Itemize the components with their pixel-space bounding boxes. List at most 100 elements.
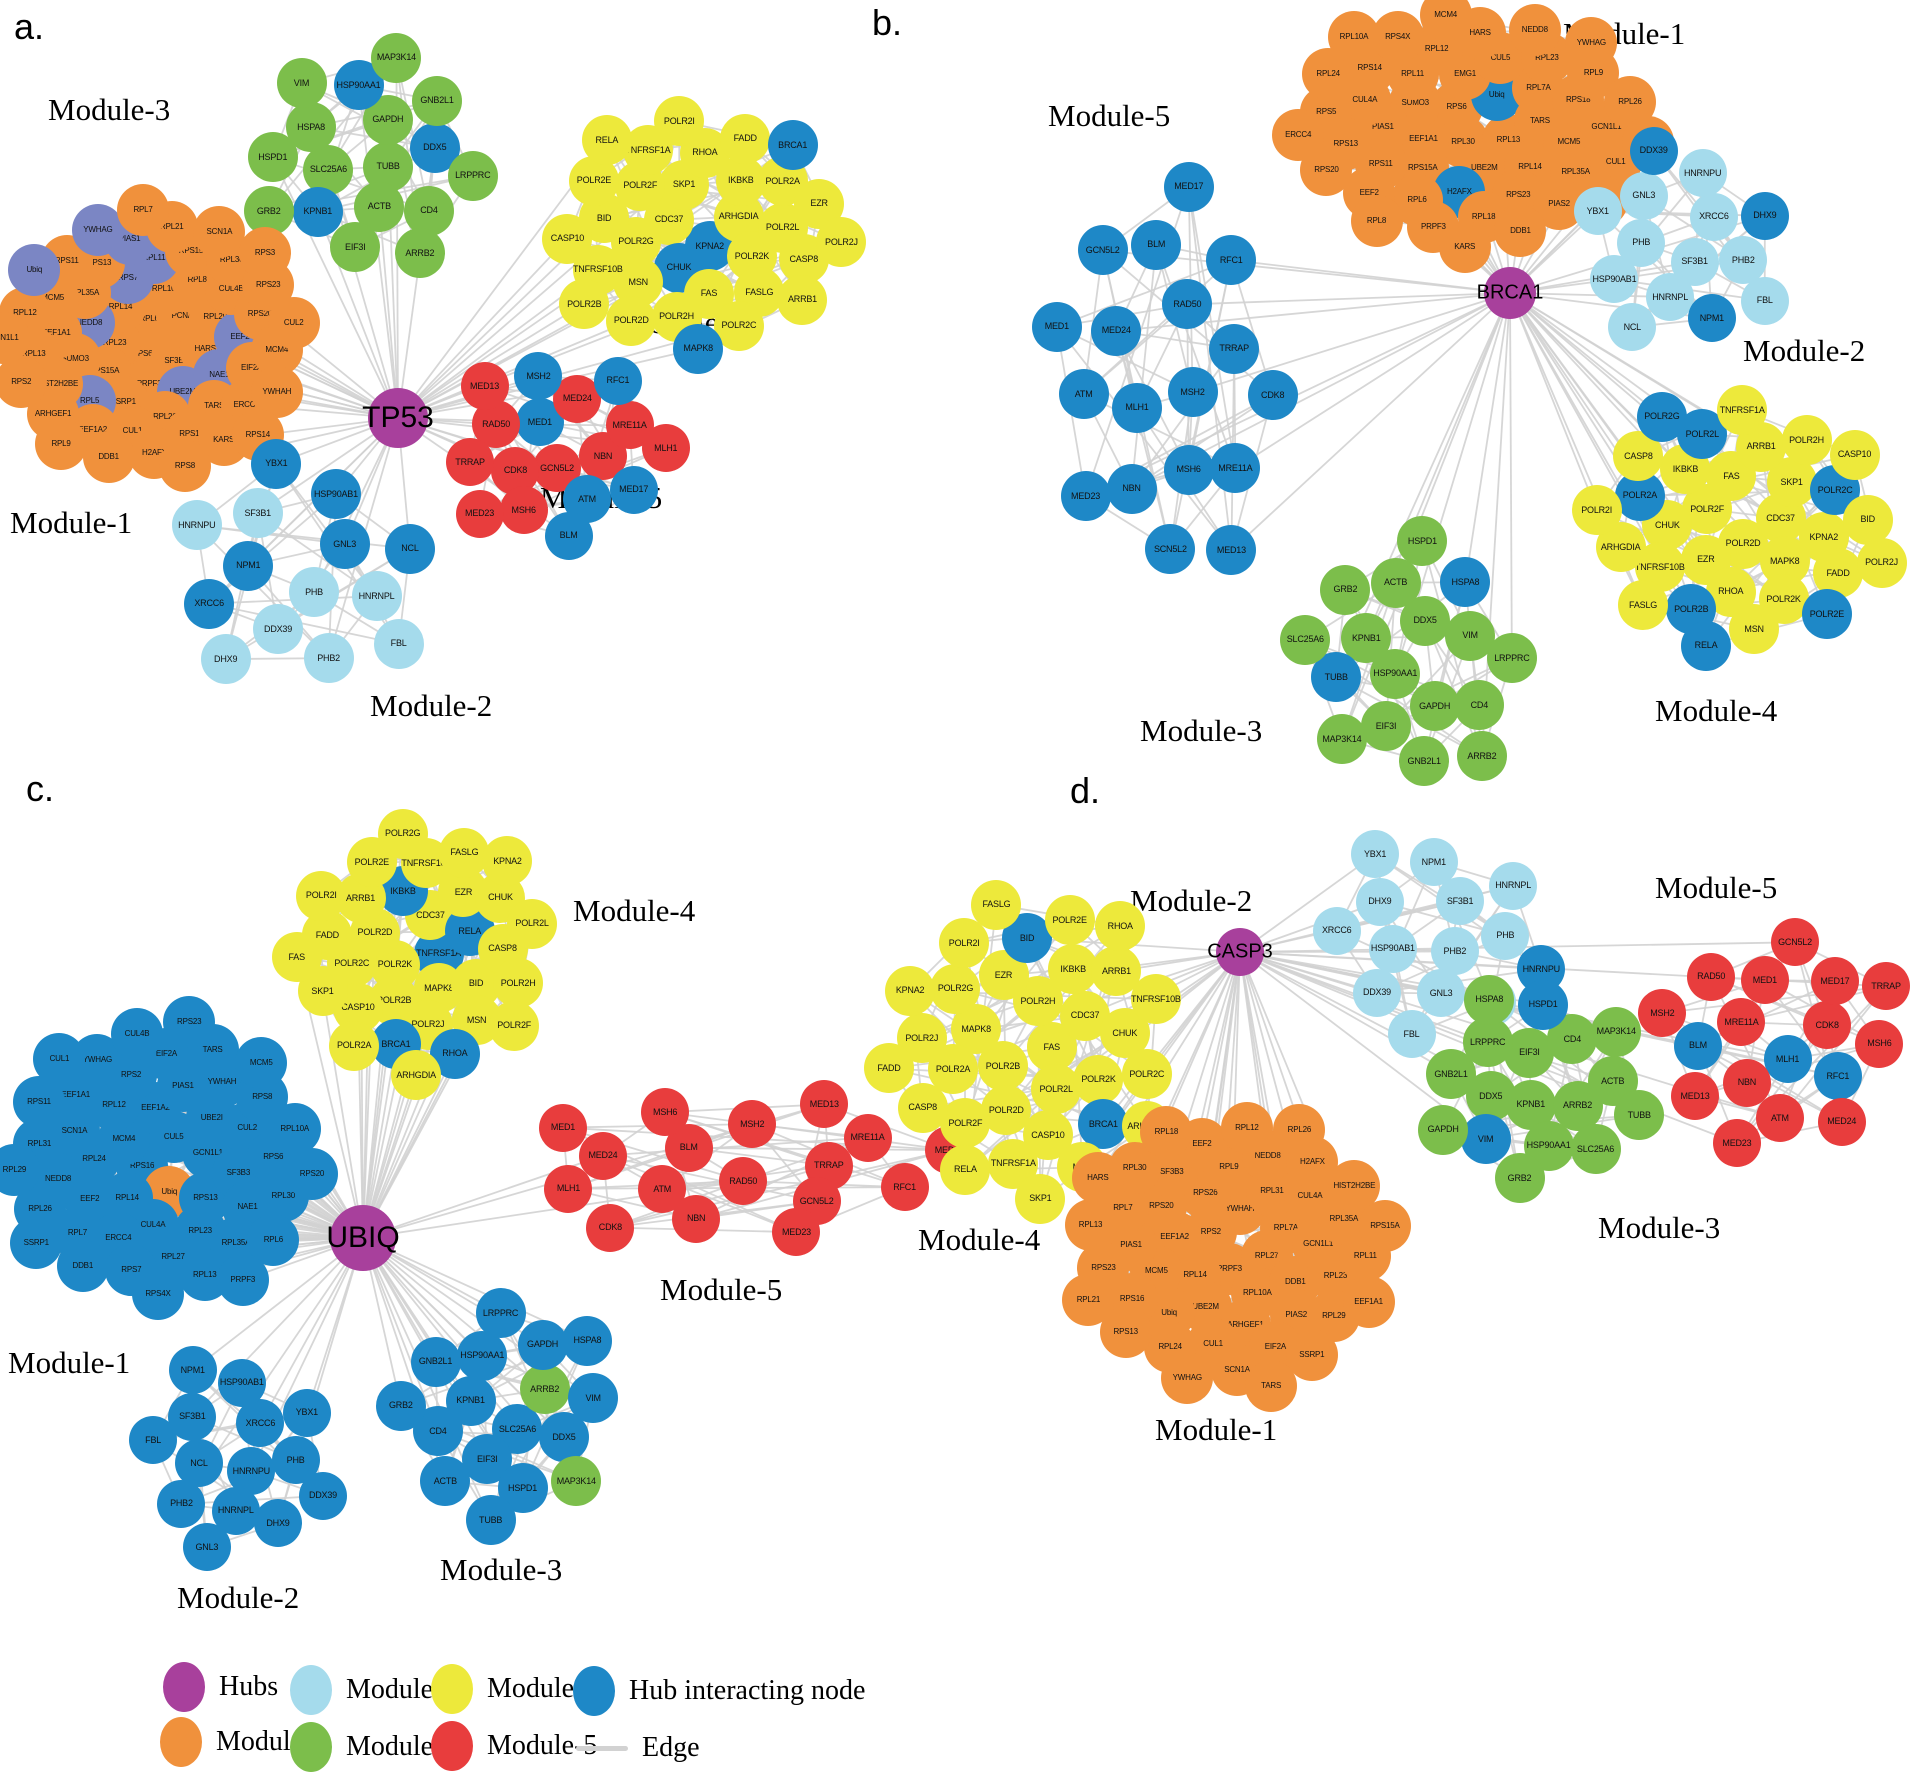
node-GNB2L1: GNB2L1 xyxy=(411,75,462,126)
node-SF3B1: SF3B1 xyxy=(168,1392,217,1441)
node-ACTB: ACTB xyxy=(1370,557,1421,608)
node-POLR2D: POLR2D xyxy=(606,295,657,346)
legend-label: Hubs xyxy=(219,1671,279,1702)
node-MSH2: MSH2 xyxy=(1638,989,1687,1038)
hub-label-BRCA1: BRCA1 xyxy=(1476,281,1544,304)
node-NCL: NCL xyxy=(1608,303,1657,352)
node-DDB1: DDB1 xyxy=(56,1239,109,1292)
node-EIF3I: EIF3I xyxy=(330,222,381,273)
node-FASLG: FASLG xyxy=(971,879,1022,930)
node-EIF3I: EIF3I xyxy=(1504,1027,1555,1078)
node-POLR2G: POLR2G xyxy=(1636,391,1687,442)
legend-swatch-m5 xyxy=(431,1721,473,1771)
edge xyxy=(1187,186,1237,469)
node-SLC25A6: SLC25A6 xyxy=(303,144,354,195)
legend-swatch-hi xyxy=(573,1666,615,1716)
node-NBN: NBN xyxy=(672,1194,721,1243)
node-NPM1: NPM1 xyxy=(168,1346,217,1395)
node-RPL21: RPL21 xyxy=(1062,1273,1115,1326)
node-EEF1A1: EEF1A1 xyxy=(1342,1276,1395,1329)
node-POLR2I: POLR2I xyxy=(939,918,990,969)
legend-item-hub-interacting-node: Hub interacting node xyxy=(573,1666,865,1716)
legend-swatch-m2 xyxy=(290,1665,332,1715)
node-MED23: MED23 xyxy=(1712,1119,1761,1168)
node-YWHAG: YWHAG xyxy=(1161,1351,1214,1404)
node-GNL3: GNL3 xyxy=(182,1523,231,1572)
node-POLR2F: POLR2F xyxy=(940,1098,991,1149)
node-MED23: MED23 xyxy=(455,489,504,538)
node-MED1: MED1 xyxy=(1740,956,1789,1005)
node-KPNB1: KPNB1 xyxy=(1341,613,1392,664)
node-VIM: VIM xyxy=(276,58,327,109)
edge xyxy=(1239,951,1765,982)
node-RELA: RELA xyxy=(1681,620,1732,671)
node-MRE11A: MRE11A xyxy=(1210,443,1261,494)
edge xyxy=(362,1053,456,1239)
hub-TP53 xyxy=(368,388,428,448)
node-DHX9: DHX9 xyxy=(253,1499,302,1548)
node-GCN5L2: GCN5L2 xyxy=(1771,918,1820,967)
panel-letter-a: a. xyxy=(14,6,45,47)
node-HSPD1: HSPD1 xyxy=(247,132,298,183)
label-module-3-c: Module-3 xyxy=(440,1552,563,1587)
edge xyxy=(196,524,330,659)
node-DHX9: DHX9 xyxy=(1740,191,1789,240)
edge xyxy=(196,524,411,550)
node-Ubiq: Ubiq xyxy=(8,244,61,297)
node-HSP90AB1: HSP90AB1 xyxy=(1590,255,1639,304)
node-MED24: MED24 xyxy=(578,1131,627,1180)
edge xyxy=(208,493,337,605)
node-HSPA8: HSPA8 xyxy=(562,1315,613,1366)
node-RELA: RELA xyxy=(940,1144,991,1195)
node-ARHGDIA: ARHGDIA xyxy=(391,1050,442,1101)
node-FBL: FBL xyxy=(129,1416,178,1465)
edge xyxy=(378,206,399,419)
node-MAP3K14: MAP3K14 xyxy=(371,32,422,83)
edge xyxy=(1056,259,1232,328)
node-HSP90AB1: HSP90AB1 xyxy=(310,469,361,520)
node-HSP90AA1: HSP90AA1 xyxy=(457,1330,508,1381)
legend-swatch-hub xyxy=(163,1662,205,1712)
node-GRB2: GRB2 xyxy=(375,1380,426,1431)
node-RFC1: RFC1 xyxy=(593,356,642,405)
legend-item-hubs: Hubs xyxy=(163,1662,278,1712)
node-TUBB: TUBB xyxy=(1614,1090,1665,1141)
node-MSH6: MSH6 xyxy=(1855,1019,1904,1068)
node-POLR2H: POLR2H xyxy=(493,958,544,1009)
node-KPNA2: KPNA2 xyxy=(885,965,936,1016)
label-module-5-d: Module-5 xyxy=(1655,870,1778,905)
label-module-1-d: Module-1 xyxy=(1155,1412,1278,1447)
hub-BRCA1 xyxy=(1484,267,1536,319)
label-module-2-c: Module-2 xyxy=(177,1580,300,1615)
edge xyxy=(1201,951,1241,1144)
node-PHB2: PHB2 xyxy=(303,633,354,684)
node-VIM: VIM xyxy=(568,1373,619,1424)
node-TUBB: TUBB xyxy=(1311,652,1362,703)
node-POLR2A: POLR2A xyxy=(329,1020,380,1071)
node-SKP1: SKP1 xyxy=(1015,1173,1066,1224)
edge xyxy=(192,1237,364,1371)
node-VIM: VIM xyxy=(1445,610,1496,661)
node-SKP1: SKP1 xyxy=(659,159,710,210)
edge xyxy=(1464,582,1483,757)
edge xyxy=(602,1154,817,1203)
node-POLR2G: POLR2G xyxy=(377,808,428,859)
node-CUL4B: CUL4B xyxy=(111,1007,164,1060)
node-CD4: CD4 xyxy=(1454,680,1505,731)
node-FASLG: FASLG xyxy=(439,827,490,878)
edge xyxy=(610,1164,830,1229)
node-MED17: MED17 xyxy=(1810,957,1859,1006)
node-SLC25A6: SLC25A6 xyxy=(1280,614,1331,665)
node-MED1: MED1 xyxy=(1031,301,1082,352)
node-PHB2: PHB2 xyxy=(1430,927,1479,976)
node-DHX9: DHX9 xyxy=(1355,877,1404,926)
node-NBN: NBN xyxy=(1106,463,1157,514)
node-KARS: KARS xyxy=(1438,221,1491,274)
node-DDX5: DDX5 xyxy=(538,1412,589,1463)
edge xyxy=(259,1237,364,1424)
node-MAPK8: MAPK8 xyxy=(673,323,724,374)
node-MLH1: MLH1 xyxy=(641,424,690,473)
label-module-2-a: Module-2 xyxy=(370,688,493,723)
hub-label-CASP3: CASP3 xyxy=(1207,940,1273,963)
edge xyxy=(1130,244,1158,489)
